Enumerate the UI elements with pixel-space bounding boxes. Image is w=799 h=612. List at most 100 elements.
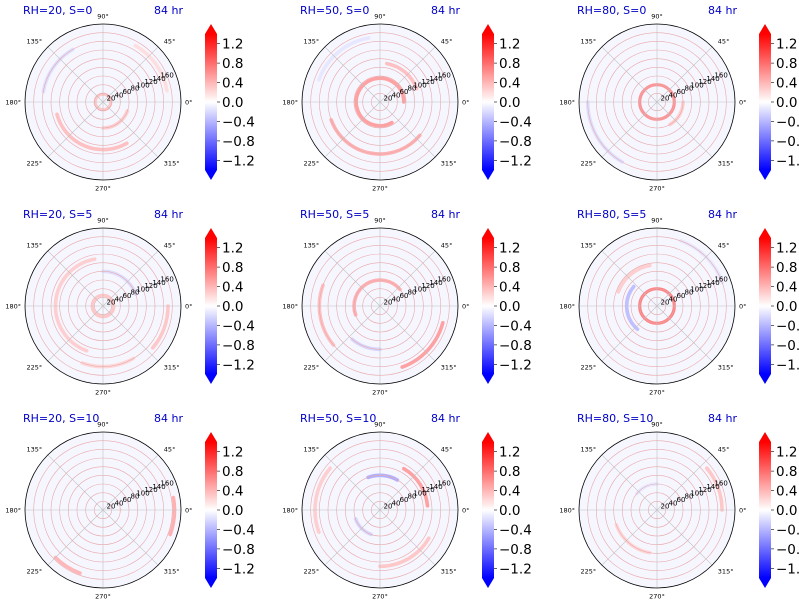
angular-gridline [379,454,436,511]
radial-tick-label: 120 [698,486,711,494]
colorbar-tick-label: −1.2 [499,357,532,373]
colorbar-tick-label: −0.4 [776,522,799,538]
colorbar-tick-label: −0.8 [222,134,255,150]
radial-tick-label: 160 [714,276,727,284]
angle-tick-label: 225° [581,363,597,371]
colorbar-tick-label: −0.4 [222,522,255,538]
colorbar-body [759,34,771,170]
radial-tick-label: 100 [413,489,426,497]
angle-tick-label: 180° [5,303,21,311]
radial-tick-label: 120 [144,78,157,86]
radial-tick-label: 20 [661,95,670,103]
panel-title: RH=80, S=0 [577,4,646,17]
polar-outline [24,227,182,385]
angle-tick-label: 90° [97,13,109,21]
radial-tick-label: 60 [400,292,409,300]
colorbar-tick-label: 0.0 [499,95,520,111]
radial-tick-label: 80 [131,289,140,297]
radial-tick-label: 60 [123,496,132,504]
angle-tick-label: 270° [649,185,665,193]
radial-tick-label: 40 [392,295,401,303]
angle-tick-label: 225° [27,567,43,575]
colorbar-tick-label: 0.0 [222,503,243,519]
radial-tick-label: 160 [437,276,450,284]
colorbar-extend-min [205,374,217,384]
angular-gridline [656,305,713,362]
angle-tick-label: 315° [164,363,180,371]
angle-tick-label: 225° [581,159,597,167]
radial-tick-label: 20 [107,503,116,511]
colorbar-tick-label: −1.2 [222,153,255,169]
radial-tick-label: 160 [160,72,173,80]
angular-gridline [47,509,104,566]
angle-tick-label: 225° [304,567,320,575]
angle-tick-label: 225° [304,363,320,371]
radial-tick-label: 40 [669,295,678,303]
radial-tick-label: 160 [160,276,173,284]
angular-gridline [47,305,104,362]
panel-title: RH=20, S=5 [23,208,92,221]
panel-title: RH=80, S=5 [577,208,646,221]
colorbar-extend-min [205,578,217,588]
radial-tick-label: 160 [437,72,450,80]
radial-tick-label: 60 [677,292,686,300]
angle-tick-label: 45° [164,38,176,46]
colorbar-tick-label: 0.8 [222,56,243,72]
polar-panel: 0°45°90°135°180°225°270°315°20 40 60 801001… [282,208,531,397]
angle-tick-label: 180° [282,99,298,107]
radial-tick-label: 80 [131,85,140,93]
colorbar-extend-min [482,578,494,588]
angle-tick-label: 135° [27,242,43,250]
angle-tick-label: 0° [462,507,469,515]
radial-tick-label: 20 [661,299,670,307]
polar-panel: 0°45°90°135°180°225°270°315°20 40 60 801001… [5,4,254,193]
radial-tick-label: 20 [107,299,116,307]
angle-tick-label: 90° [374,421,386,429]
polar-panel: 0°45°90°135°180°225°270°315°20 40 60 801001… [5,208,254,397]
angular-gridline [102,46,159,103]
contour-arc [378,536,431,569]
radial-tick-label: 140 [429,75,442,83]
contour-arc [313,466,332,534]
angular-gridline [102,101,159,158]
radial-tick-label: 80 [131,493,140,501]
polar-outline [24,431,182,589]
colorbar-tick-label: 1.2 [499,445,520,461]
panel-time-label: 84 hr [154,412,183,425]
angular-gridline [102,250,159,307]
angle-tick-label: 135° [304,446,320,454]
colorbar-tick-label: −0.4 [776,114,799,130]
angle-tick-label: 270° [372,185,388,193]
angle-tick-label: 135° [581,446,597,454]
angle-tick-label: 225° [581,567,597,575]
angular-gridline [324,305,381,362]
radial-tick-label: 80 [685,289,694,297]
radial-tick-label: 60 [677,496,686,504]
colorbar-body [759,238,771,374]
colorbar-body [205,442,217,578]
panel-time-label: 84 hr [154,4,183,17]
colorbar-tick-label: 1.2 [776,241,797,257]
radial-tick-label: 140 [429,279,442,287]
radial-tick-label: 100 [690,285,703,293]
contour-arc [53,555,82,575]
colorbar: 1.2 0.8 0.4 0.0 −0.4 −0.8 −1.2 [759,24,799,180]
angle-tick-label: 135° [581,38,597,46]
colorbar-body [482,34,494,170]
radial-tick-label: 120 [144,486,157,494]
radial-tick-label: 80 [408,493,417,501]
angular-gridline [102,454,159,511]
angle-tick-label: 90° [651,13,663,21]
angular-gridline [324,509,381,566]
colorbar-tick-label: 0.0 [776,503,797,519]
colorbar-tick-label: 0.4 [776,280,797,296]
angular-gridline [601,46,658,103]
colorbar-body [205,238,217,374]
polar-panel: 0°45°90°135°180°225°270°315°20 40 60 801001… [282,4,531,193]
angle-tick-label: 135° [581,242,597,250]
colorbar-extend-max [205,432,217,442]
radial-tick-label: 40 [115,91,124,99]
radial-tick-label: 100 [413,81,426,89]
angle-tick-label: 0° [739,99,746,107]
polar-outline [578,227,736,385]
